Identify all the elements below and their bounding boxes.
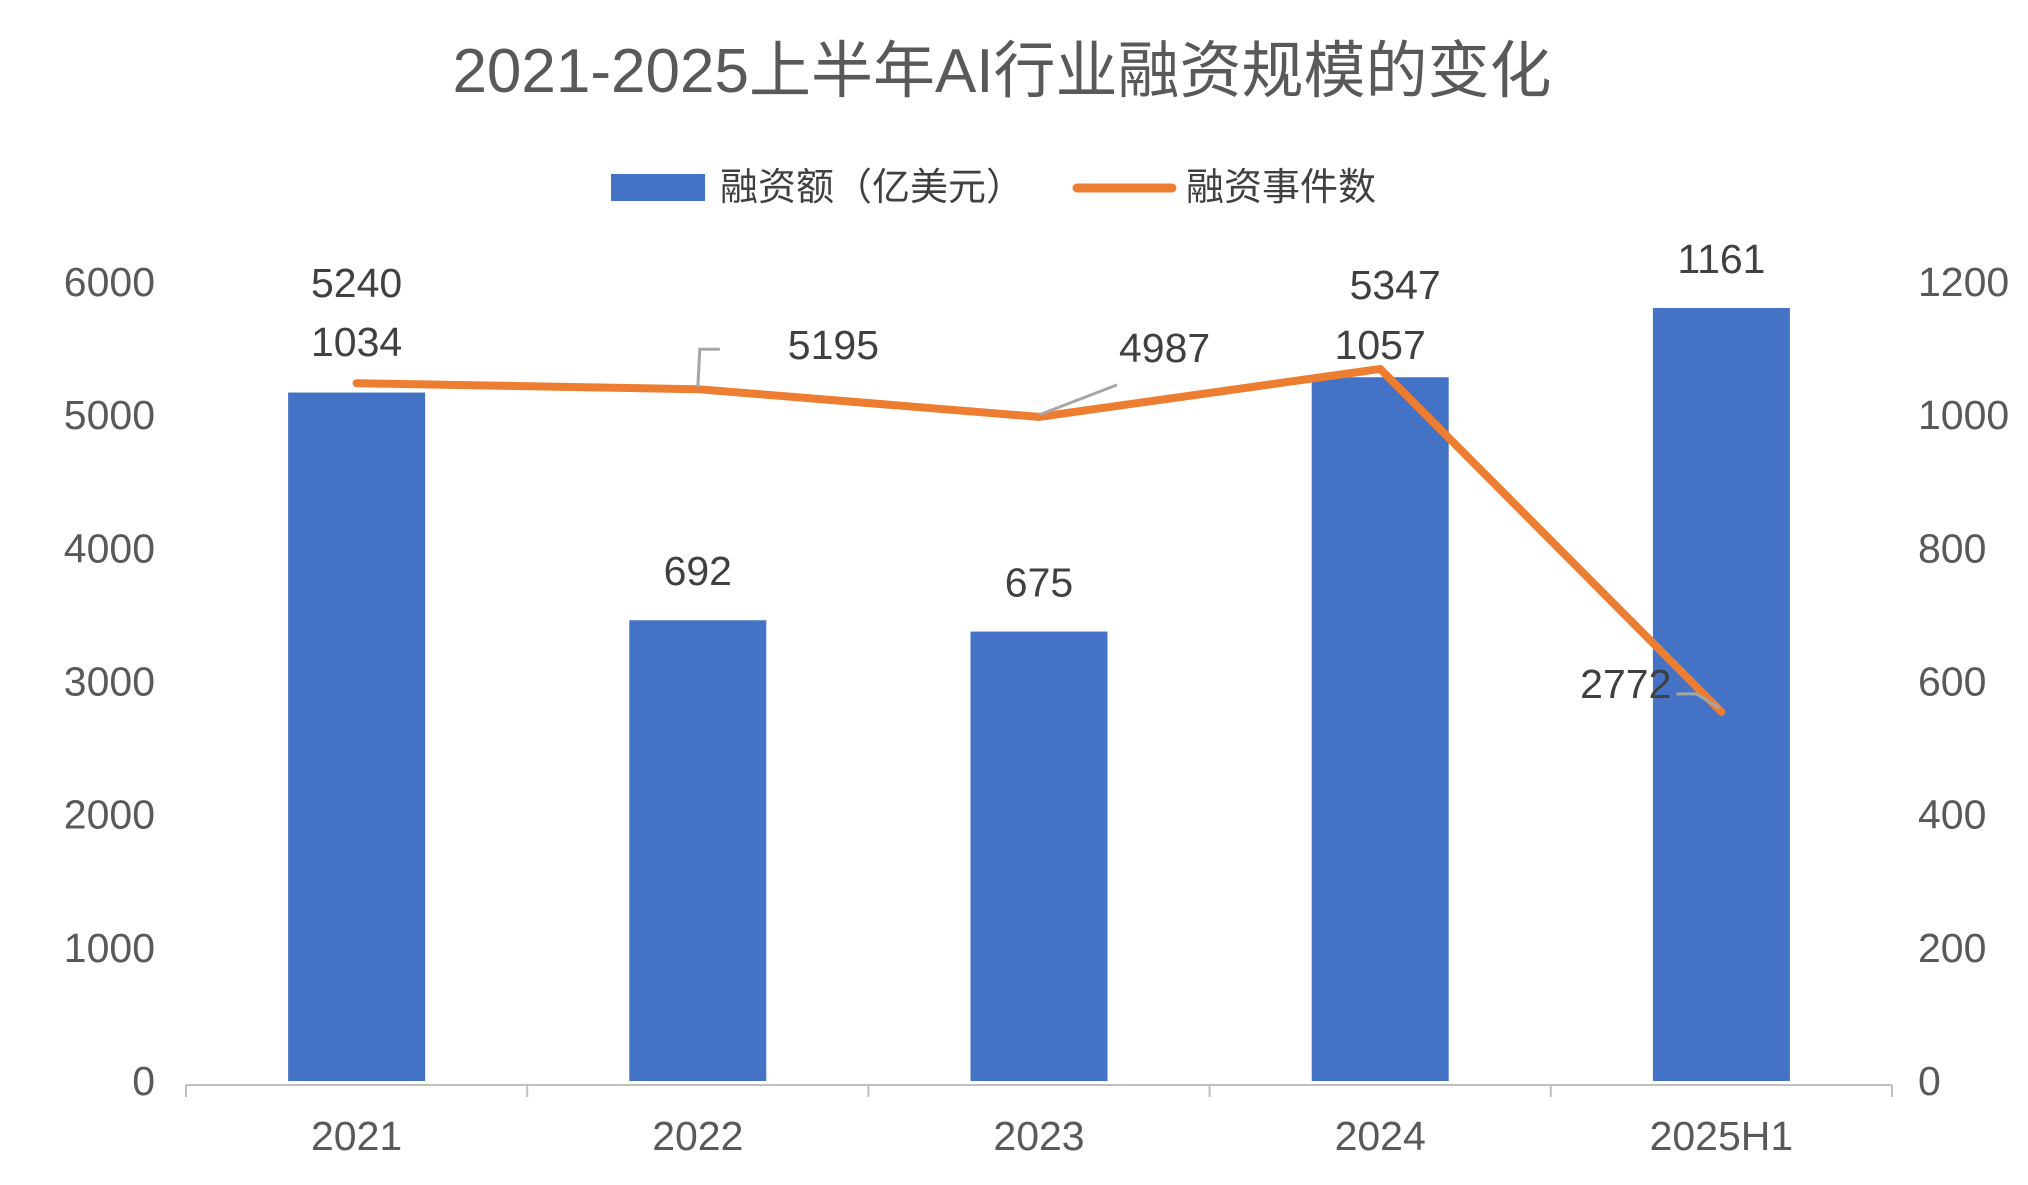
right-tick-label: 200 <box>1918 925 1986 971</box>
left-tick-label: 1000 <box>64 925 155 971</box>
left-tick-label: 4000 <box>64 525 155 571</box>
bar-2022 <box>629 620 767 1081</box>
legend-label-line: 融资事件数 <box>1186 167 1376 209</box>
bar-2025H1 <box>1652 307 1790 1081</box>
right-tick-label: 1000 <box>1918 392 2009 438</box>
right-tick-label: 1200 <box>1918 259 2009 305</box>
x-tick-label: 2025H1 <box>1650 1113 1794 1159</box>
line-series <box>352 364 1726 716</box>
x-tick-label: 2021 <box>311 1113 402 1159</box>
legend-swatch-bar <box>611 174 705 201</box>
leader-line <box>696 347 720 388</box>
legend: 融资额（亿美元） 融资事件数 <box>611 167 1376 209</box>
x-tick-label: 2022 <box>652 1113 743 1159</box>
right-tick-label: 400 <box>1918 792 1986 838</box>
line-value-label: 2772 <box>1580 661 1671 707</box>
bar-value-label: 1057 <box>1335 322 1426 368</box>
left-tick-label: 2000 <box>64 792 155 838</box>
line-value-label: 5347 <box>1350 262 1441 308</box>
bar-value-label: 692 <box>664 548 732 594</box>
left-tick-label: 6000 <box>64 259 155 305</box>
bar-value-label: 1161 <box>1677 236 1765 282</box>
right-tick-label: 0 <box>1918 1058 1941 1104</box>
left-tick-label: 3000 <box>64 659 155 705</box>
bar-2021 <box>288 392 426 1081</box>
line-value-label: 4987 <box>1119 325 1210 371</box>
legend-label-bar: 融资额（亿美元） <box>720 167 1024 209</box>
chart-title: 2021-2025上半年AI行业融资规模的变化 <box>452 37 1551 106</box>
right-tick-label: 800 <box>1918 525 1986 571</box>
x-tick-label: 2023 <box>993 1113 1084 1159</box>
x-tick-label: 2024 <box>1335 1113 1426 1159</box>
left-tick-label: 0 <box>132 1058 155 1104</box>
right-tick-label: 600 <box>1918 659 1986 705</box>
left-tick-label: 5000 <box>64 392 155 438</box>
bar-2023 <box>970 631 1108 1081</box>
leader-line <box>1676 692 1721 710</box>
line-value-label: 5195 <box>788 322 879 368</box>
line-value-label: 5240 <box>311 260 402 306</box>
bar-2024 <box>1311 377 1449 1081</box>
bar-value-label: 675 <box>1005 560 1073 606</box>
bar-value-label: 1034 <box>311 319 402 365</box>
leader-line <box>1038 383 1118 417</box>
